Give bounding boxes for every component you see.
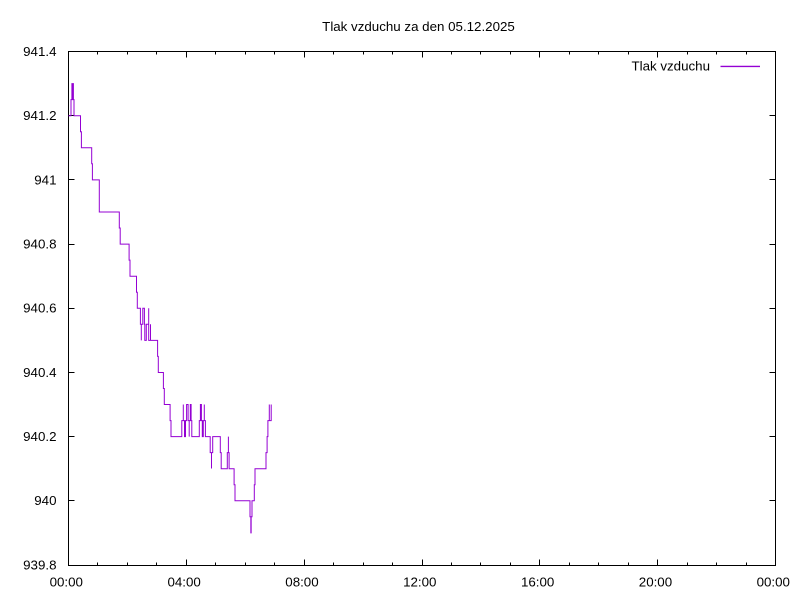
svg-text:00:00: 00:00: [50, 575, 83, 590]
svg-text:20:00: 20:00: [639, 575, 672, 590]
svg-text:940.6: 940.6: [23, 301, 56, 316]
svg-text:08:00: 08:00: [285, 575, 318, 590]
svg-text:940.4: 940.4: [23, 365, 57, 380]
svg-text:00:00: 00:00: [757, 575, 790, 590]
svg-text:940.2: 940.2: [23, 429, 56, 444]
svg-text:940.8: 940.8: [23, 236, 56, 251]
svg-text:941.4: 941.4: [23, 44, 57, 59]
svg-text:16:00: 16:00: [521, 575, 554, 590]
svg-text:12:00: 12:00: [403, 575, 436, 590]
svg-text:939.8: 939.8: [23, 557, 56, 572]
svg-text:Tlak vzduchu za den 05.12.2025: Tlak vzduchu za den 05.12.2025: [322, 19, 515, 34]
svg-text:941.2: 941.2: [23, 108, 56, 123]
svg-text:Tlak vzduchu: Tlak vzduchu: [631, 59, 710, 74]
svg-text:940: 940: [34, 493, 56, 508]
svg-text:04:00: 04:00: [167, 575, 200, 590]
svg-text:941: 941: [34, 172, 56, 187]
